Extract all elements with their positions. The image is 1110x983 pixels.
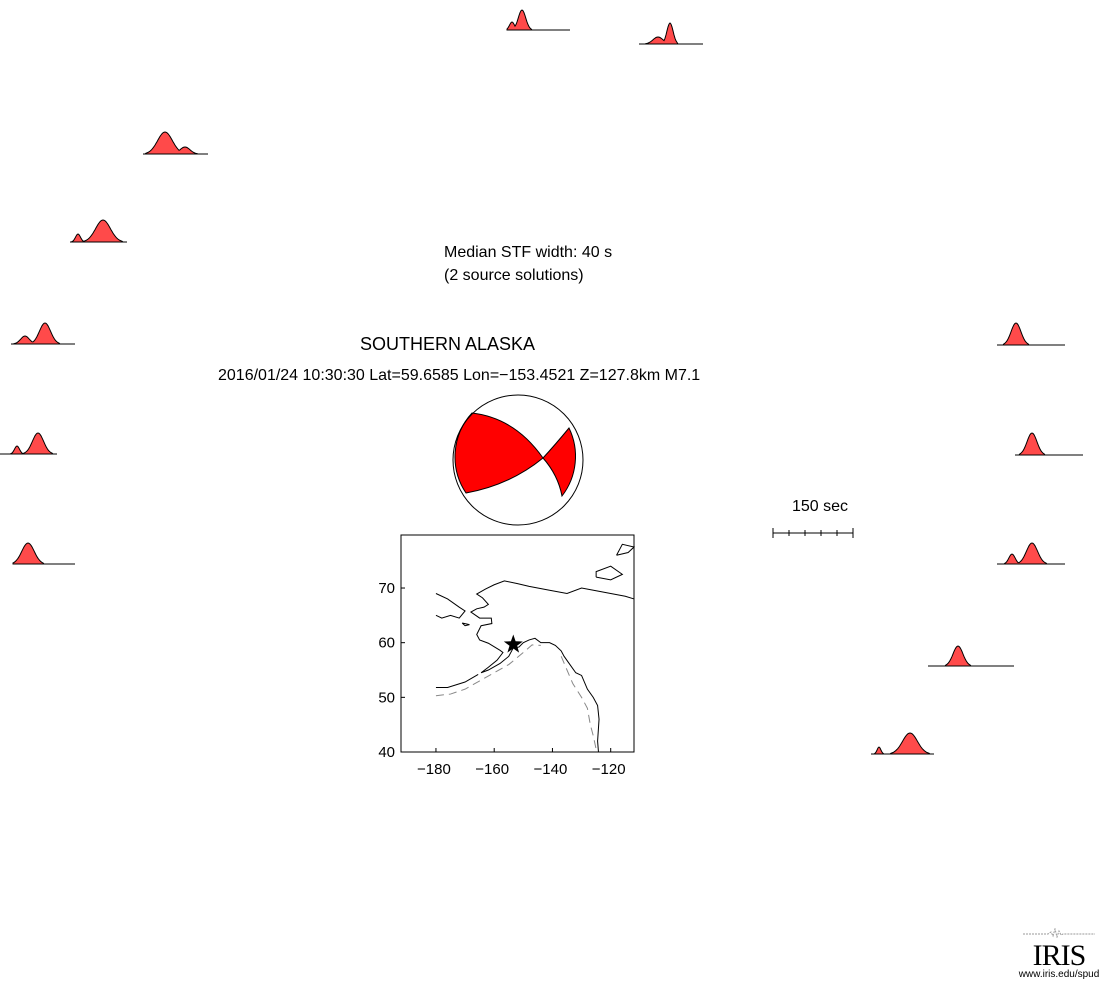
plate-boundary xyxy=(435,644,541,697)
seismogram-icon xyxy=(1023,927,1095,939)
beachball-outline xyxy=(452,394,584,526)
coastline xyxy=(435,593,466,619)
logo-name: IRIS xyxy=(1032,939,1087,972)
y-tick-label: 50 xyxy=(378,689,395,706)
region-title: SOUTHERN ALASKA xyxy=(360,334,536,354)
coastline xyxy=(549,587,635,600)
y-tick-label: 60 xyxy=(378,635,395,652)
event-info: 2016/01/24 10:30:30 Lat=59.6585 Lon=−153… xyxy=(218,367,701,384)
source-solutions-count: (2 source solutions) xyxy=(444,267,584,284)
stf-waveform xyxy=(506,9,570,31)
x-tick-label: −120 xyxy=(592,761,626,778)
focal-mechanism-beachball xyxy=(452,394,584,526)
x-tick-label: −160 xyxy=(475,761,509,778)
stf-waveform xyxy=(70,219,127,243)
stf-waveform xyxy=(0,432,57,455)
x-tick-label: −140 xyxy=(534,761,568,778)
beachball-compression-left xyxy=(454,412,544,494)
time-scale-label: 150 sec xyxy=(792,498,849,515)
stf-waveform xyxy=(11,322,75,345)
beachball-compression-right xyxy=(542,427,576,498)
stf-waveform xyxy=(928,645,1014,667)
stf-waveform xyxy=(871,732,934,755)
stf-waveform xyxy=(12,542,75,565)
coastline xyxy=(435,673,479,689)
coastline xyxy=(461,622,470,627)
epicenter-star-icon xyxy=(503,634,523,653)
logo-url: www.iris.edu/spud xyxy=(1018,969,1100,980)
location-map: −180 −160 −140 −120 70 60 50 40 xyxy=(378,534,636,778)
iris-logo: IRIS www.iris.edu/spud xyxy=(1013,925,1105,981)
coastline xyxy=(595,565,624,581)
stf-waveform xyxy=(997,322,1065,346)
stf-waveforms xyxy=(0,9,1083,755)
y-tick-label: 40 xyxy=(378,744,395,761)
stf-waveform xyxy=(143,131,208,155)
x-tick-label: −180 xyxy=(417,761,451,778)
stf-waveform xyxy=(1015,432,1083,456)
coastline xyxy=(616,543,636,556)
median-stf-width-label: Median STF width: 40 s xyxy=(444,244,613,261)
plate-boundary xyxy=(560,656,597,750)
time-scale-bar xyxy=(772,528,854,538)
stf-waveform xyxy=(997,542,1065,565)
coastline xyxy=(469,580,600,753)
y-tick-label: 70 xyxy=(378,580,395,597)
stf-waveform xyxy=(639,22,703,45)
